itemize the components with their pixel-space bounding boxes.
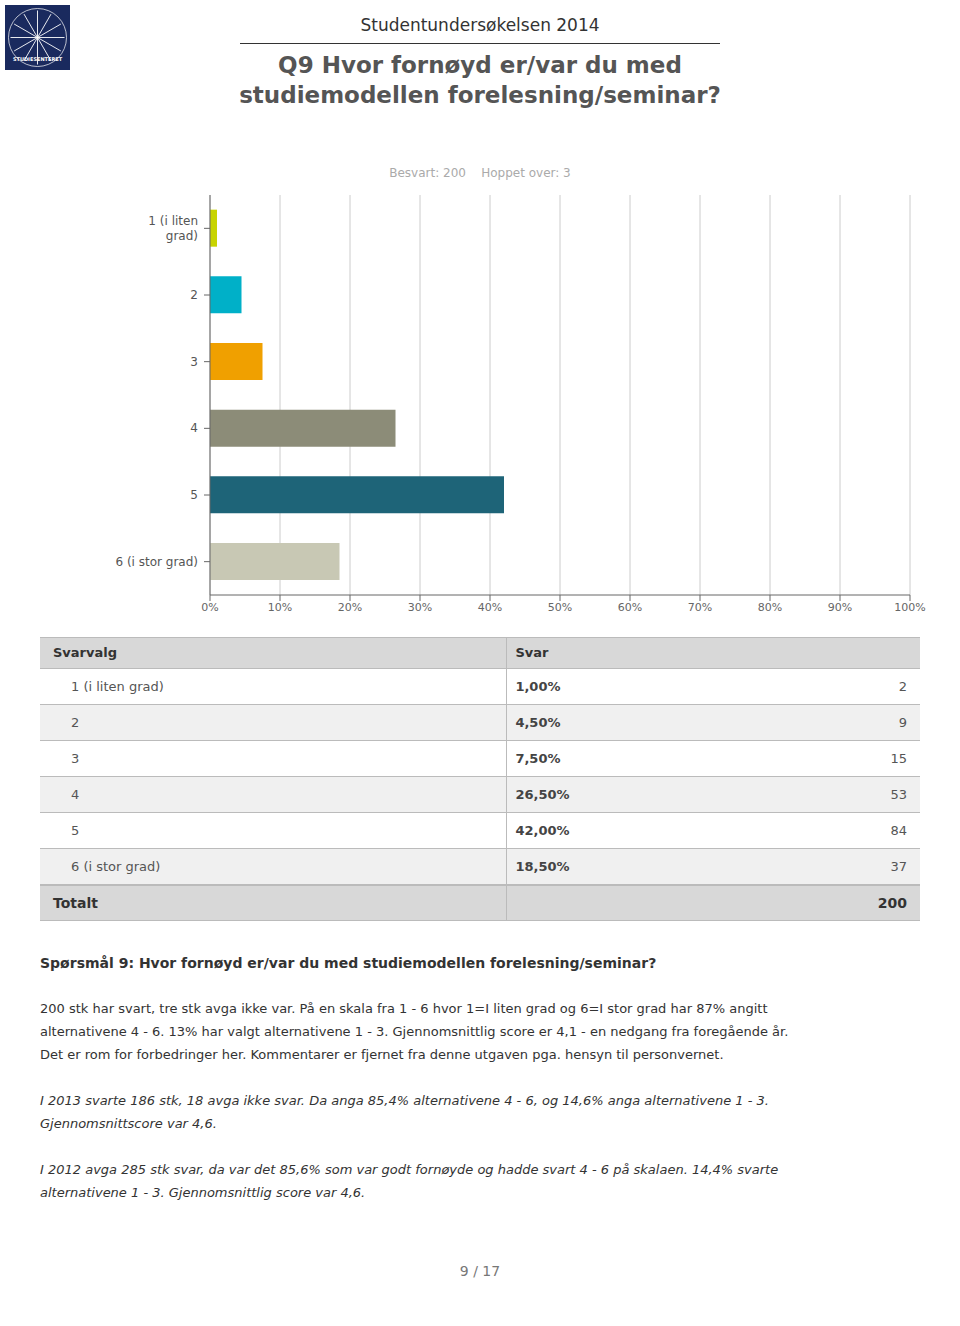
svg-text:60%: 60%	[618, 601, 642, 614]
svg-text:5: 5	[190, 488, 198, 502]
html-text:9 / 17: 9 / 17	[459, 1262, 501, 1279]
svg-text:80%: 80%	[758, 601, 782, 614]
html-text:Q9 Hvor fornøyd er/var du med: Q9 Hvor fornøyd er/var du med studiemode…	[239, 52, 721, 108]
html-text:Svar: Svar	[515, 645, 549, 660]
svg-text:0%: 0%	[201, 601, 218, 614]
html-text:26,50%: 26,50%	[515, 787, 570, 802]
svg-text:50%: 50%	[548, 601, 572, 614]
html-text:I 2013 svarte 186 stk, 18 avga: I 2013 svarte 186 stk, 18 avga ikke svar…	[40, 1093, 769, 1108]
svg-text:4: 4	[190, 421, 198, 435]
html-text:37: 37	[890, 859, 907, 874]
html-text:5: 5	[71, 823, 80, 838]
svg-text:30%: 30%	[408, 601, 432, 614]
html-text:84: 84	[890, 823, 907, 838]
html-text:Gjennomsnittscore var 4,6.: Gjennomsnittscore var 4,6.	[40, 1116, 217, 1131]
html-text:Studentundersøkelsen 2014: Studentundersøkelsen 2014	[360, 15, 600, 35]
svg-text:90%: 90%	[828, 601, 852, 614]
html-text:4,50%: 4,50%	[515, 715, 561, 730]
svg-text:100%: 100%	[894, 601, 925, 614]
svg-text:40%: 40%	[478, 601, 502, 614]
html-text:6 (i stor grad): 6 (i stor grad)	[71, 859, 161, 874]
html-text:3: 3	[71, 751, 80, 766]
html-text:alternativene 4 - 6. 13% har v: alternativene 4 - 6. 13% har valgt alter…	[40, 1024, 789, 1039]
html-text:200 stk har svart, tre stk avg: 200 stk har svart, tre stk avga ikke var…	[40, 1001, 768, 1016]
svg-text:STUDIESENTERET: STUDIESENTERET	[13, 56, 63, 62]
html-text:4: 4	[71, 787, 80, 802]
html-text:7,50%: 7,50%	[515, 751, 561, 766]
html-text:1 (i liten grad): 1 (i liten grad)	[71, 679, 164, 694]
svg-text:10%: 10%	[268, 601, 292, 614]
html-text:15: 15	[890, 751, 907, 766]
html-text:42,00%: 42,00%	[515, 823, 570, 838]
html-text:Spørsmål 9: Hvor fornøyd er/va: Spørsmål 9: Hvor fornøyd er/var du med s…	[40, 955, 657, 971]
html-text:53: 53	[890, 787, 907, 802]
html-text:2: 2	[71, 715, 80, 730]
html-text:Det er rom for forbedringer he: Det er rom for forbedringer her. Komment…	[40, 1047, 724, 1062]
html-text:2: 2	[898, 679, 907, 694]
html-text:18,50%: 18,50%	[515, 859, 570, 874]
html-text:I 2012 avga 285 stk svar, da v: I 2012 avga 285 stk svar, da var det 85,…	[40, 1162, 779, 1177]
svg-text:6 (i stor grad): 6 (i stor grad)	[115, 555, 198, 569]
html-text:Svarvalg: Svarvalg	[53, 645, 117, 660]
html-text:alternativene 1 - 3. Gjennomsn: alternativene 1 - 3. Gjennomsnittlig sco…	[40, 1185, 366, 1200]
svg-text:20%: 20%	[338, 601, 362, 614]
html-text:1,00%: 1,00%	[515, 679, 561, 694]
html-text:9: 9	[898, 715, 907, 730]
svg-text:1 (i litengrad): 1 (i litengrad)	[148, 214, 198, 243]
html-text:200: 200	[877, 895, 907, 911]
svg-text:3: 3	[190, 355, 198, 369]
html-text:Besvart: 200 Hoppet over: 3: Besvart: 200 Hoppet over: 3	[389, 165, 571, 180]
svg-text:70%: 70%	[688, 601, 712, 614]
svg-text:2: 2	[190, 288, 198, 302]
html-text:Totalt: Totalt	[53, 895, 98, 911]
